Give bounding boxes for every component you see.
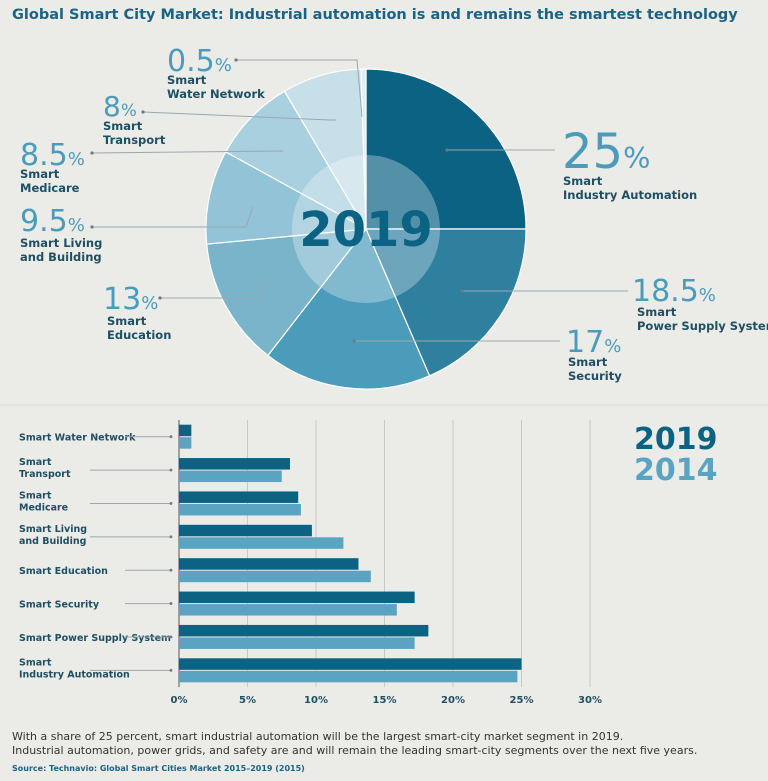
slice-label: Smart Living and Building (20, 236, 106, 264)
leader-dot (445, 148, 449, 152)
pie-slice (224, 90, 368, 231)
leader-dot (169, 535, 173, 539)
leader-line (160, 282, 266, 299)
center-label: 2019 (299, 202, 433, 258)
x-tick-label: 25% (510, 695, 534, 706)
x-tick-label: 30% (578, 695, 602, 706)
bar (179, 658, 522, 670)
y-tick-label: Smart Medicare (19, 490, 68, 513)
bar (179, 424, 192, 437)
legend-entry: 2019 (634, 422, 718, 457)
leader-line (92, 206, 254, 228)
bar (179, 458, 290, 470)
leader-dot (90, 151, 94, 155)
slice-label: Smart Water Network (167, 73, 265, 101)
bar (179, 558, 359, 570)
y-tick-label: Smart Industry Automation (19, 657, 130, 680)
leader-dot (141, 110, 145, 114)
y-tick-label: Smart Water Network (19, 433, 136, 444)
y-tick-label: Smart Living and Building (19, 524, 90, 547)
pie-slice (365, 228, 527, 377)
leader-line (142, 111, 336, 121)
value-label: 18.5% (632, 274, 716, 309)
leader-dot (352, 339, 356, 343)
value-label: 8% (103, 90, 137, 123)
slice-label: Smart Security (568, 355, 622, 383)
slice-label: Smart Medicare (20, 167, 80, 195)
x-tick-label: 15% (373, 695, 397, 706)
source: Source: Technavio: Global Smart Cities M… (12, 764, 305, 773)
footnote: With a share of 25 percent, smart indust… (12, 730, 623, 743)
x-tick-label: 10% (304, 695, 328, 706)
leader-dot (169, 435, 173, 439)
bar (179, 570, 371, 583)
leader-dot (169, 668, 173, 672)
bar (179, 491, 299, 503)
slice-label: Smart Power Supply System (637, 305, 768, 333)
x-tick-label: 20% (441, 695, 465, 706)
leader-dot (460, 289, 464, 293)
legend-entry: 2014 (634, 453, 718, 488)
bar (179, 524, 312, 537)
leader-dot (169, 468, 173, 472)
leader-dot (158, 296, 162, 300)
center-disc (292, 155, 440, 303)
value-label: 9.5% (20, 204, 85, 239)
leader-dot (169, 602, 173, 605)
title: Global Smart City Market: Industrial aut… (12, 7, 738, 23)
leader-dot (169, 568, 173, 572)
value-label: 25% (562, 124, 650, 180)
bar (179, 470, 282, 483)
y-tick-label: Smart Power Supply System (19, 633, 171, 644)
leader-dot (90, 225, 94, 229)
leader-dot (169, 502, 173, 505)
bar (179, 591, 415, 604)
bar (179, 604, 397, 616)
bar (179, 537, 344, 549)
y-tick-label: Smart Education (19, 566, 108, 577)
x-tick-label: 0% (171, 695, 188, 706)
x-tick-label: 5% (239, 695, 256, 706)
value-label: 8.5% (20, 138, 85, 173)
bar (179, 503, 301, 516)
value-label: 0.5% (167, 44, 232, 79)
leader-dot (169, 635, 173, 639)
pie-slice (205, 151, 368, 245)
slice-label: Smart Industry Automation (563, 174, 697, 202)
value-label: 13% (103, 282, 158, 317)
y-tick-label: Smart Security (19, 600, 100, 611)
slice-label: Smart Education (107, 314, 171, 342)
pie-slice (360, 68, 367, 230)
footnote: Industrial automation, power grids, and … (12, 744, 697, 757)
slice-label: Smart Transport (103, 119, 166, 147)
bar (179, 624, 429, 637)
pie-slice (267, 227, 431, 390)
pie-slice (206, 228, 368, 357)
bar (179, 670, 518, 683)
leader-line (91, 150, 284, 154)
leader-dot (234, 58, 238, 62)
value-label: 17% (566, 325, 621, 360)
leader-line (236, 59, 363, 118)
bar (179, 437, 192, 449)
bar (179, 637, 415, 649)
y-tick-label: Smart Transport (19, 457, 71, 480)
